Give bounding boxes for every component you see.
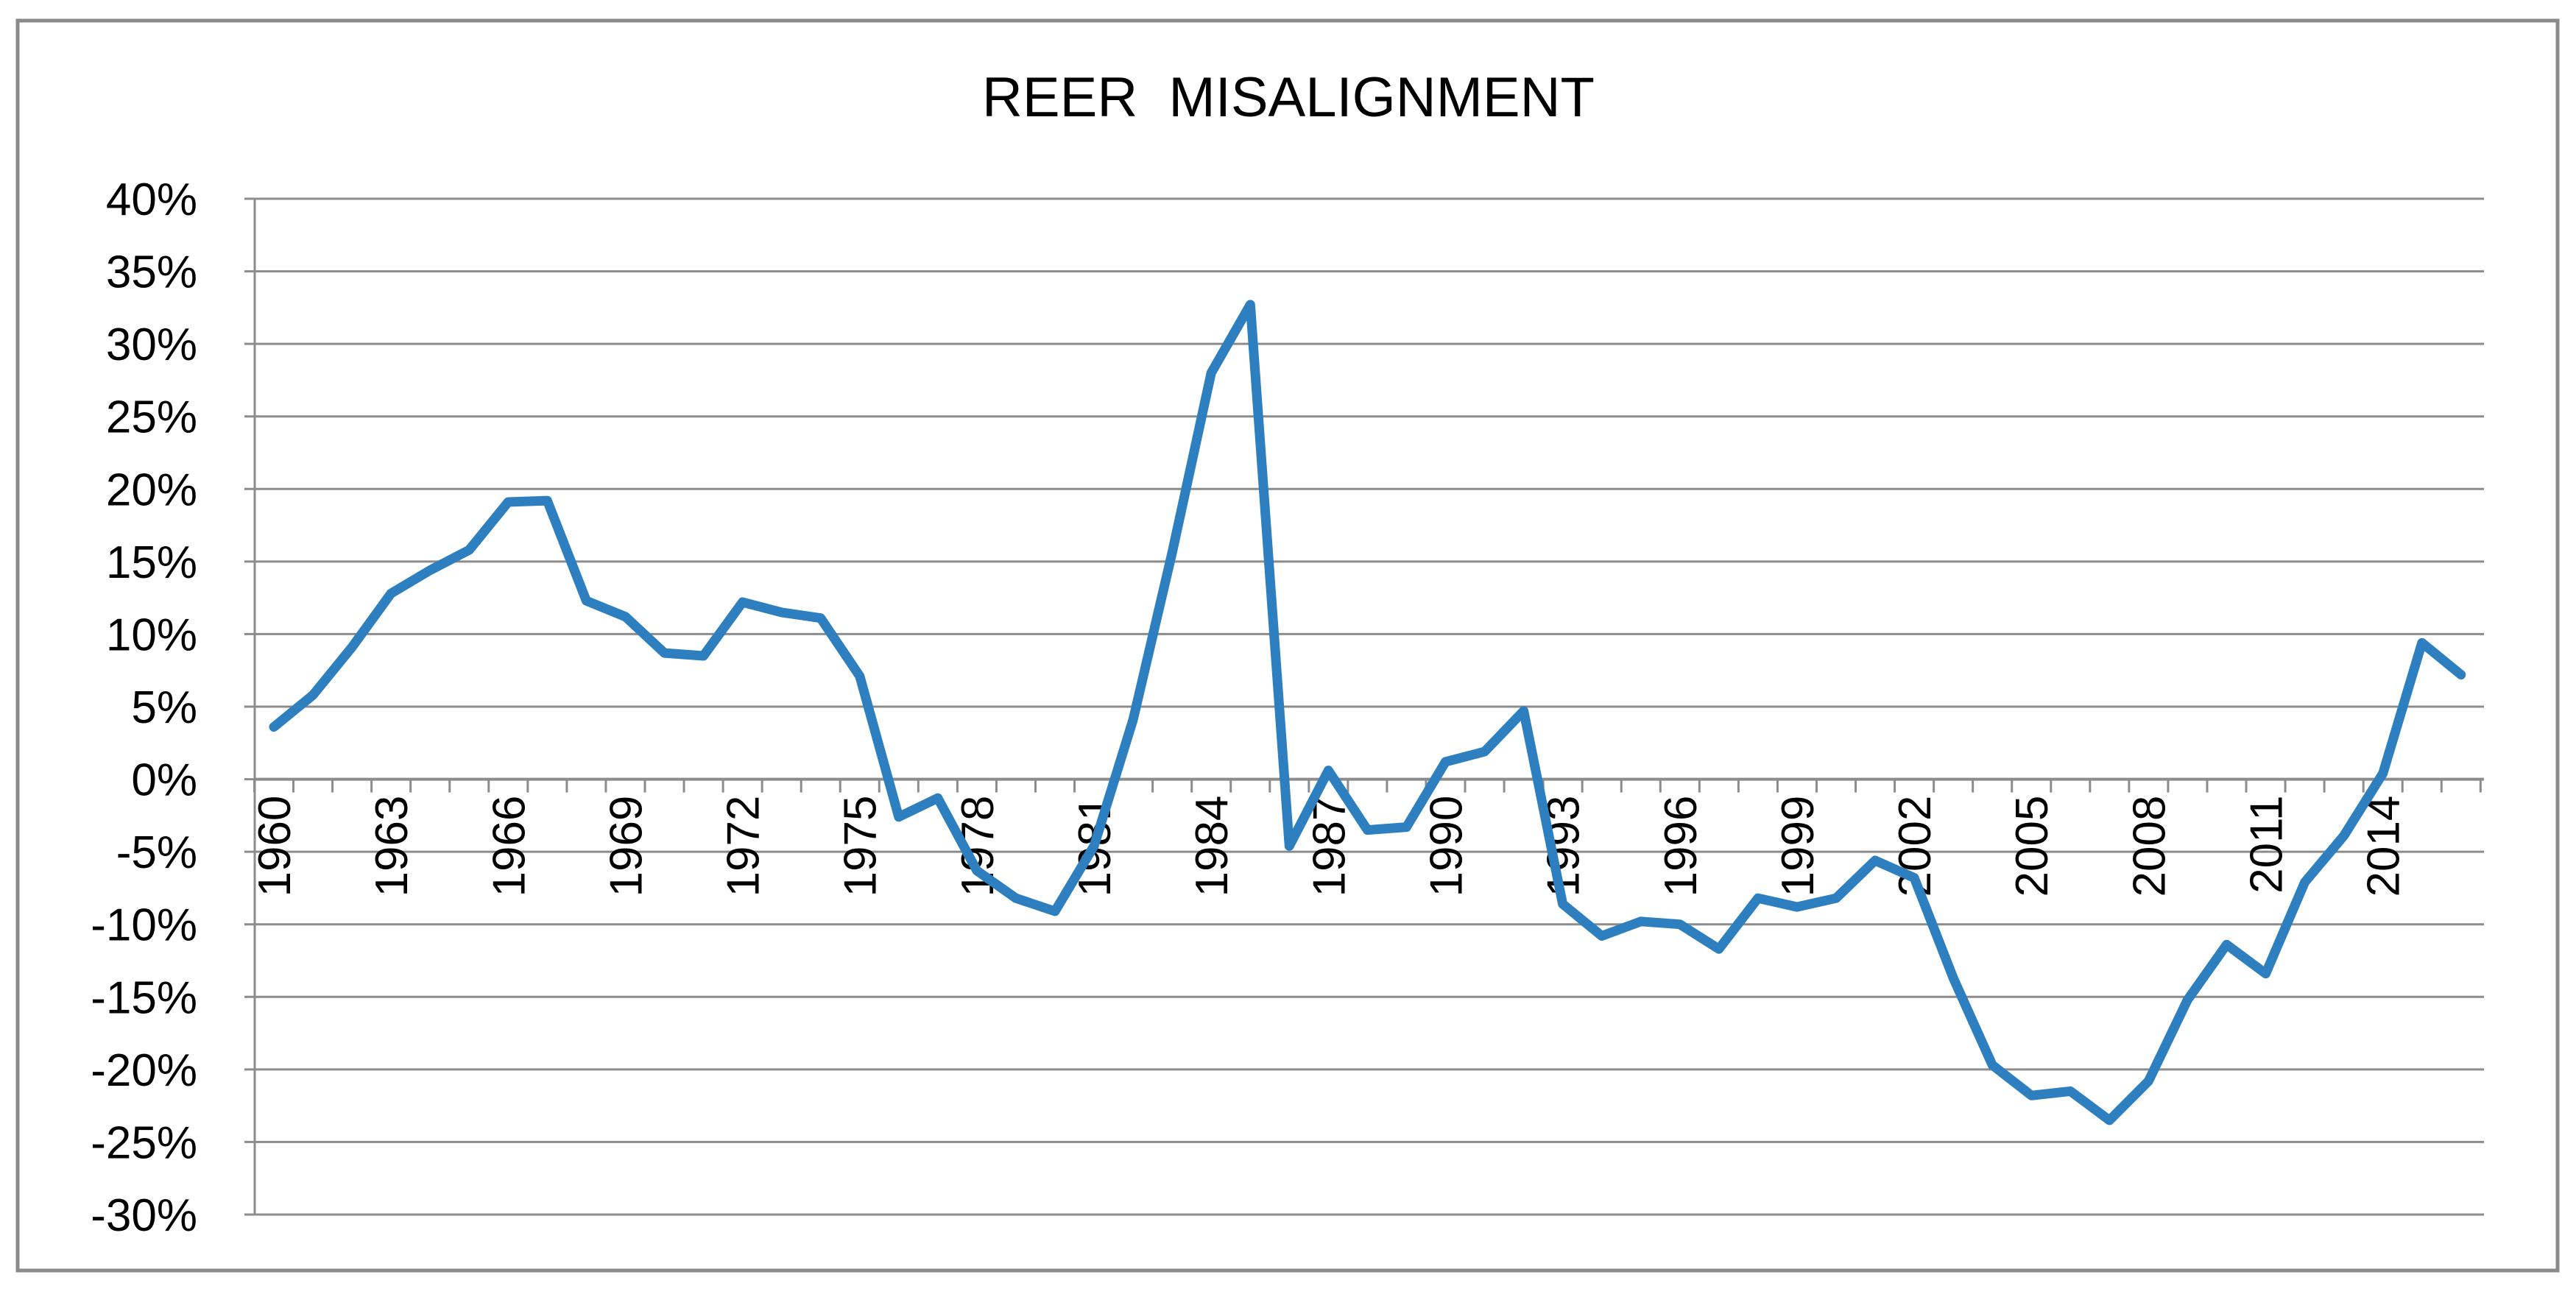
y-tick-label: 5% (131, 682, 197, 733)
x-tick-label: 1969 (601, 796, 652, 897)
data-point (312, 694, 314, 696)
data-point (1796, 906, 1798, 908)
data-point (1249, 304, 1251, 305)
data-point (1640, 921, 1642, 922)
series-line (269, 300, 2466, 1125)
data-point (1718, 948, 1720, 950)
y-tick-label: 15% (106, 537, 197, 588)
axes (253, 199, 2484, 1215)
x-tick-label: 1963 (367, 796, 417, 897)
x-tick-label: 2008 (2124, 796, 2175, 897)
data-point (781, 612, 783, 613)
data-point (351, 646, 353, 648)
chart-border (15, 18, 2560, 1273)
data-point (703, 655, 705, 657)
y-tick-label: -20% (91, 1045, 197, 1096)
x-tick-label: 1966 (484, 796, 534, 897)
data-point (390, 593, 392, 594)
data-point (1679, 924, 1681, 925)
y-tick-label: 30% (106, 319, 197, 370)
data-point (1952, 978, 1954, 979)
data-point (2030, 1095, 2032, 1096)
data-point (1445, 761, 1447, 763)
data-point (429, 570, 431, 571)
x-tick-label: 1996 (1656, 796, 1707, 897)
data-point (937, 797, 939, 799)
y-axis-tick-labels: -30% -25% -20% -15% -10% -5% 0% 5% 10% 15% 20% 25% 3… (91, 174, 197, 1241)
data-point (898, 816, 900, 818)
data-point (1874, 860, 1876, 861)
data-point (1054, 911, 1056, 912)
data-point (1405, 827, 1407, 828)
x-tick-label: 2014 (2359, 796, 2410, 897)
data-point (1523, 710, 1525, 712)
y-tick-label: -30% (91, 1190, 197, 1241)
data-point (2148, 1081, 2149, 1082)
chart-title: REER MISALIGNMENT (982, 66, 1595, 129)
data-point (2226, 944, 2228, 945)
x-tick-label: 1972 (719, 796, 769, 897)
data-point (2187, 999, 2188, 1000)
data-point (468, 549, 470, 551)
x-tick-label: 1990 (1422, 796, 1472, 897)
y-tick-label: 25% (106, 392, 197, 443)
series-layer (269, 300, 2466, 1125)
x-tick-label: 2005 (2007, 796, 2058, 897)
data-point (2265, 973, 2267, 975)
data-point (1093, 845, 1095, 847)
data-point (585, 600, 587, 601)
y-tick-label: 10% (106, 609, 197, 660)
y-tick-label: 20% (106, 464, 197, 515)
x-tick-label: 1987 (1304, 796, 1355, 897)
y-tick-label: -10% (91, 900, 197, 951)
data-point (1132, 719, 1134, 721)
y-tick-label: 40% (106, 174, 197, 225)
data-point (1015, 897, 1017, 899)
data-point (664, 652, 666, 654)
gridlines (244, 197, 2484, 1216)
x-tick-label: 2011 (2242, 796, 2293, 894)
data-point (859, 676, 861, 677)
x-tick-label: 1975 (836, 796, 886, 897)
y-tick-label: -15% (91, 972, 197, 1023)
data-point (2421, 642, 2423, 643)
data-point (624, 616, 626, 618)
data-point (1913, 877, 1915, 879)
data-point (1171, 552, 1173, 554)
data-point (1601, 935, 1603, 936)
data-point (2304, 882, 2306, 883)
data-point (1835, 897, 1837, 899)
data-point (1484, 751, 1486, 752)
data-point (1288, 845, 1290, 847)
data-point (507, 501, 509, 503)
data-point (1757, 897, 1759, 899)
x-tick-label: 1984 (1187, 796, 1238, 897)
data-point (2382, 773, 2384, 774)
data-point (546, 500, 548, 501)
data-point (1210, 372, 1212, 374)
data-point (1366, 830, 1368, 831)
y-tick-label: 35% (106, 247, 197, 298)
data-point (2460, 674, 2462, 676)
x-tick-label: 1999 (1773, 796, 1824, 897)
x-tick-label: 1960 (250, 796, 300, 897)
data-point (1327, 770, 1329, 771)
data-point (273, 727, 275, 728)
data-point (2343, 835, 2345, 836)
data-point (2069, 1090, 2071, 1092)
data-point (2109, 1120, 2110, 1121)
data-point (1991, 1064, 1993, 1066)
data-point (820, 618, 822, 619)
data-point (1562, 903, 1564, 905)
y-tick-label: -25% (91, 1117, 197, 1168)
y-tick-label: 0% (131, 755, 197, 806)
y-tick-label: -5% (116, 827, 197, 878)
data-point (742, 601, 744, 603)
data-point (976, 870, 978, 872)
